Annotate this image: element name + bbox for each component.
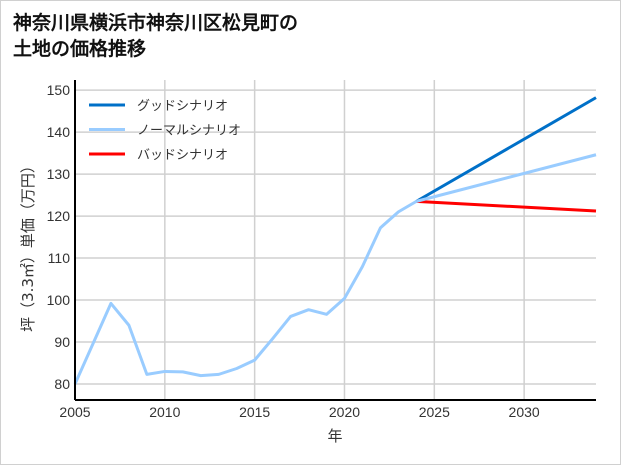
y-tick-label: 110 xyxy=(48,250,71,266)
scenario-line xyxy=(415,153,597,203)
x-axis-label: 年 xyxy=(327,427,342,445)
y-tick-label: 140 xyxy=(47,124,71,140)
y-axis-label: 坪（3.3㎡）単価（万円） xyxy=(19,158,37,332)
title-line-1: 神奈川県横浜市神奈川区松見町の xyxy=(13,12,299,34)
x-tick-label: 2005 xyxy=(59,404,90,420)
historical-line xyxy=(73,200,418,385)
y-tick-label: 130 xyxy=(47,166,71,182)
title-line-2: 土地の価格推移 xyxy=(13,38,147,60)
scenario-line xyxy=(415,96,597,203)
y-tick-label: 90 xyxy=(54,334,70,350)
legend-label: グッドシナリオ xyxy=(137,99,228,114)
y-tick-label: 150 xyxy=(47,82,71,98)
x-tick-label: 2015 xyxy=(239,404,270,420)
x-tick-label: 2010 xyxy=(149,404,180,420)
chart-title: 神奈川県横浜市神奈川区松見町の 土地の価格推移 xyxy=(13,10,298,62)
legend-label: ノーマルシナリオ xyxy=(137,124,241,139)
y-tick-label: 100 xyxy=(47,292,71,308)
scenario-line xyxy=(416,199,597,213)
x-tick-label: 2025 xyxy=(419,404,450,420)
y-tick-label: 120 xyxy=(47,208,71,224)
x-tick-label: 2030 xyxy=(509,404,540,420)
x-tick-label: 2020 xyxy=(329,404,360,420)
y-tick-label: 80 xyxy=(54,376,70,392)
legend-label: バッドシナリオ xyxy=(137,148,228,163)
